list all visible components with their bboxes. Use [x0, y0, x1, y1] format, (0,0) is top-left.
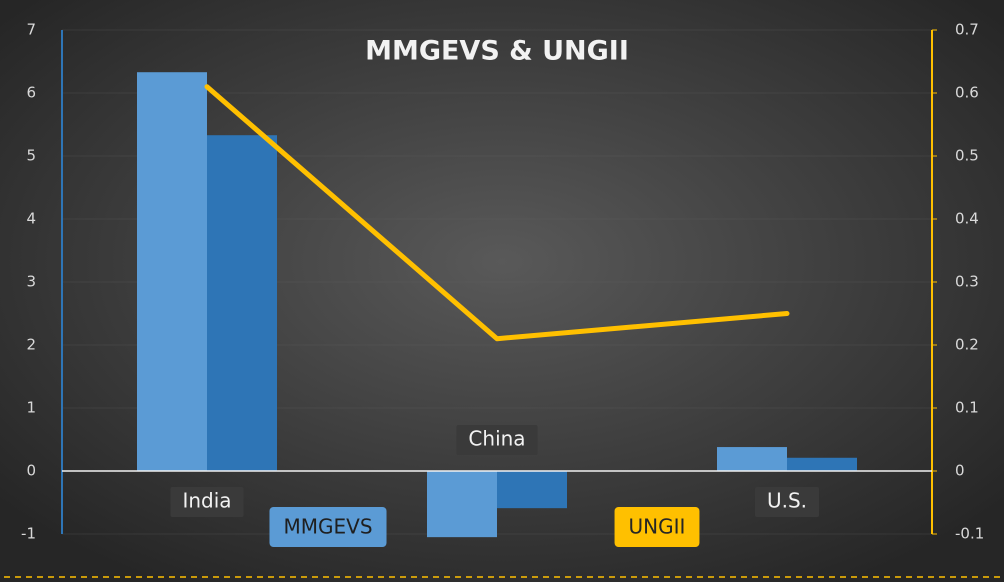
legend-label: MMGEVS [283, 515, 372, 539]
x-tick-label: U.S. [767, 489, 807, 513]
y-tick-label: 4 [26, 210, 36, 228]
y2-tick-label: 0.1 [955, 399, 979, 417]
bar [497, 471, 567, 509]
category-label: India [170, 487, 244, 517]
legend-label: UNGII [629, 515, 686, 539]
line [204, 84, 790, 342]
category-label: U.S. [754, 487, 820, 517]
y2-tick-label: 0.4 [955, 210, 979, 228]
bar [717, 447, 787, 471]
label-box [456, 425, 538, 455]
legend-box [269, 507, 387, 547]
legend-box [614, 507, 700, 547]
y2-tick-label: 0.2 [955, 336, 979, 354]
y2-tick-label: 0.7 [955, 21, 979, 39]
y2-tick-label: 0.6 [955, 84, 979, 102]
y-tick-label: 5 [26, 147, 36, 165]
y2-tick-label: -0.1 [955, 525, 984, 543]
label-box [170, 487, 244, 517]
y-tick-label: 0 [26, 462, 36, 480]
y-tick-label: -1 [21, 525, 36, 543]
x-tick-label: China [468, 427, 525, 451]
y-tick-label: 7 [26, 21, 36, 39]
category-label: China [456, 425, 538, 455]
bar [787, 457, 857, 471]
bar [427, 471, 497, 538]
y-tick-label: 1 [26, 399, 36, 417]
y2-tick-label: 0.5 [955, 147, 979, 165]
label-box [754, 487, 820, 517]
y-tick-label: 3 [26, 273, 36, 291]
y-tick-label: 2 [26, 336, 36, 354]
y2-tick-label: 0 [955, 462, 965, 480]
bar [207, 135, 277, 471]
bar [137, 72, 207, 472]
y2-tick-label: 0.3 [955, 273, 979, 291]
y-tick-label: 6 [26, 84, 36, 102]
x-tick-label: India [182, 489, 231, 513]
chart-title: MMGEVS & UNGII [365, 36, 629, 67]
